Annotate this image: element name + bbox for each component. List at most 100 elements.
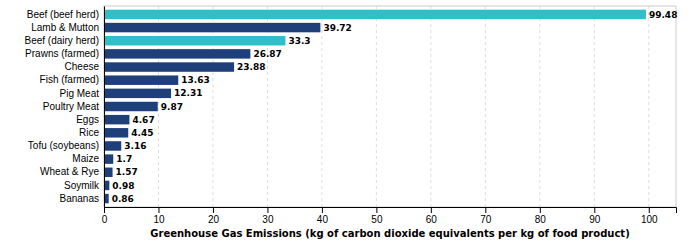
data-label: 1.57 — [116, 167, 138, 177]
data-label: 0.98 — [112, 181, 134, 191]
y-tick: Soymilk — [64, 180, 104, 191]
bar — [104, 128, 128, 137]
y-tick: Lamb & Mutton — [31, 22, 104, 33]
y-tick-label: Wheat & Rye — [40, 166, 99, 177]
y-tick: Poultry Meat — [43, 101, 104, 112]
x-tick-label: 30 — [262, 214, 274, 225]
grid-line — [104, 6, 105, 207]
x-tick-mark — [158, 207, 159, 213]
x-tick-label: 50 — [371, 214, 383, 225]
grid-line — [648, 6, 649, 207]
bar — [104, 49, 250, 58]
chart: 99.4839.7233.326.8723.8813.6312.319.874.… — [0, 0, 700, 241]
y-tick: Maize — [72, 153, 104, 164]
y-tick: Eggs — [76, 114, 104, 125]
y-tick: Bananas — [60, 193, 104, 204]
y-tick-label: Lamb & Mutton — [31, 22, 99, 33]
data-label: 39.72 — [323, 23, 351, 33]
y-tick-label: Cheese — [65, 61, 100, 72]
data-label: 0.86 — [112, 194, 134, 204]
y-tick: Tofu (soybeans) — [28, 140, 104, 151]
x-tick: 10 — [153, 207, 165, 225]
x-tick: 20 — [208, 207, 220, 225]
y-tick: Pig Meat — [60, 88, 104, 99]
x-tick-mark — [322, 207, 323, 213]
bar — [104, 23, 320, 32]
bar — [104, 115, 129, 124]
bar — [104, 75, 178, 84]
y-tick-label: Poultry Meat — [43, 101, 99, 112]
y-tick-label: Pig Meat — [60, 88, 100, 99]
bar — [104, 36, 285, 45]
grid-line — [430, 6, 431, 207]
data-label: 4.67 — [132, 115, 154, 125]
y-tick-label: Beef (beef herd) — [27, 9, 99, 20]
x-tick-label: 20 — [208, 214, 220, 225]
x-tick: 80 — [535, 207, 547, 225]
bar — [104, 168, 113, 177]
y-tick: Cheese — [65, 61, 104, 72]
y-axis: Beef (beef herd) Lamb & Mutton Beef (dairy… — [25, 7, 105, 208]
y-tick-label: Rice — [79, 127, 99, 138]
bar — [104, 102, 158, 111]
x-tick-label: 10 — [153, 214, 165, 225]
y-tick-label: Tofu (soybeans) — [28, 140, 99, 151]
data-label: 33.3 — [288, 36, 310, 46]
data-label: 13.63 — [181, 75, 209, 85]
y-tick-label: Soymilk — [64, 180, 100, 191]
x-tick-mark — [431, 207, 432, 213]
x-axis-line — [105, 208, 677, 214]
x-tick-mark — [594, 207, 595, 213]
x-tick-mark — [213, 207, 214, 213]
data-label: 3.16 — [124, 141, 146, 151]
x-tick-mark — [376, 207, 377, 213]
x-tick: 70 — [480, 207, 492, 225]
y-tick: Beef (dairy herd) — [25, 35, 104, 46]
x-tick: 90 — [589, 207, 601, 225]
x-tick-label: 0 — [102, 214, 108, 225]
data-label: 99.48 — [649, 10, 677, 20]
y-tick: Beef (beef herd) — [27, 9, 104, 20]
x-tick-label: 80 — [535, 214, 547, 225]
y-tick-label: Maize — [72, 153, 99, 164]
x-tick-label: 100 — [641, 214, 658, 225]
x-tick-label: 40 — [317, 214, 329, 225]
x-tick-label: 90 — [589, 214, 601, 225]
bar — [104, 10, 646, 19]
y-axis-line — [104, 7, 105, 208]
data-label: 9.87 — [161, 102, 183, 112]
grid-line — [376, 6, 377, 207]
x-tick: 40 — [317, 207, 329, 225]
data-labels: 99.4839.7233.326.8723.8813.6312.319.874.… — [112, 10, 678, 204]
x-tick: 0 — [102, 207, 108, 225]
y-tick: Rice — [79, 127, 104, 138]
x-tick-mark — [540, 207, 541, 213]
bar — [104, 89, 171, 98]
y-tick-label: Fish (farmed) — [40, 74, 99, 85]
x-tick-mark — [104, 207, 105, 213]
x-axis: 0 10 20 30 40 50 60 70 80 90 100 — [102, 207, 677, 225]
grid-line — [485, 6, 486, 207]
y-tick: Wheat & Rye — [40, 166, 104, 177]
x-tick-mark — [485, 207, 486, 213]
x-tick: 50 — [371, 207, 383, 225]
y-tick-label: Beef (dairy herd) — [25, 35, 99, 46]
data-label: 26.87 — [253, 49, 281, 59]
grid-line — [539, 6, 540, 207]
bar — [104, 154, 113, 163]
data-label: 1.7 — [116, 154, 132, 164]
y-tick: Fish (farmed) — [40, 74, 104, 85]
bar — [104, 62, 234, 71]
x-axis-title: Greenhouse Gas Emissions (kg of carbon d… — [150, 228, 629, 239]
data-label: 12.31 — [174, 88, 202, 98]
y-tick-label: Bananas — [60, 193, 99, 204]
x-tick-mark — [649, 207, 650, 213]
bar — [104, 141, 121, 150]
bars — [104, 10, 646, 204]
plot: 99.4839.7233.326.8723.8813.6312.319.874.… — [25, 6, 678, 225]
y-tick-label: Eggs — [76, 114, 99, 125]
data-label: 4.45 — [131, 128, 153, 138]
x-tick: 60 — [426, 207, 438, 225]
x-tick-mark — [267, 207, 268, 213]
plot-frame — [104, 6, 676, 207]
